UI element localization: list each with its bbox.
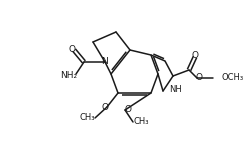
Text: O: O — [68, 45, 75, 55]
Text: CH₃: CH₃ — [79, 114, 95, 122]
Text: CH₃: CH₃ — [133, 117, 149, 127]
Text: O: O — [124, 106, 131, 114]
Text: NH₂: NH₂ — [61, 72, 77, 80]
Text: NH: NH — [169, 85, 182, 93]
Text: O: O — [191, 50, 198, 59]
Text: OCH₃: OCH₃ — [222, 74, 244, 82]
Text: N: N — [101, 58, 107, 66]
Text: O: O — [102, 103, 109, 111]
Text: O: O — [195, 74, 202, 82]
